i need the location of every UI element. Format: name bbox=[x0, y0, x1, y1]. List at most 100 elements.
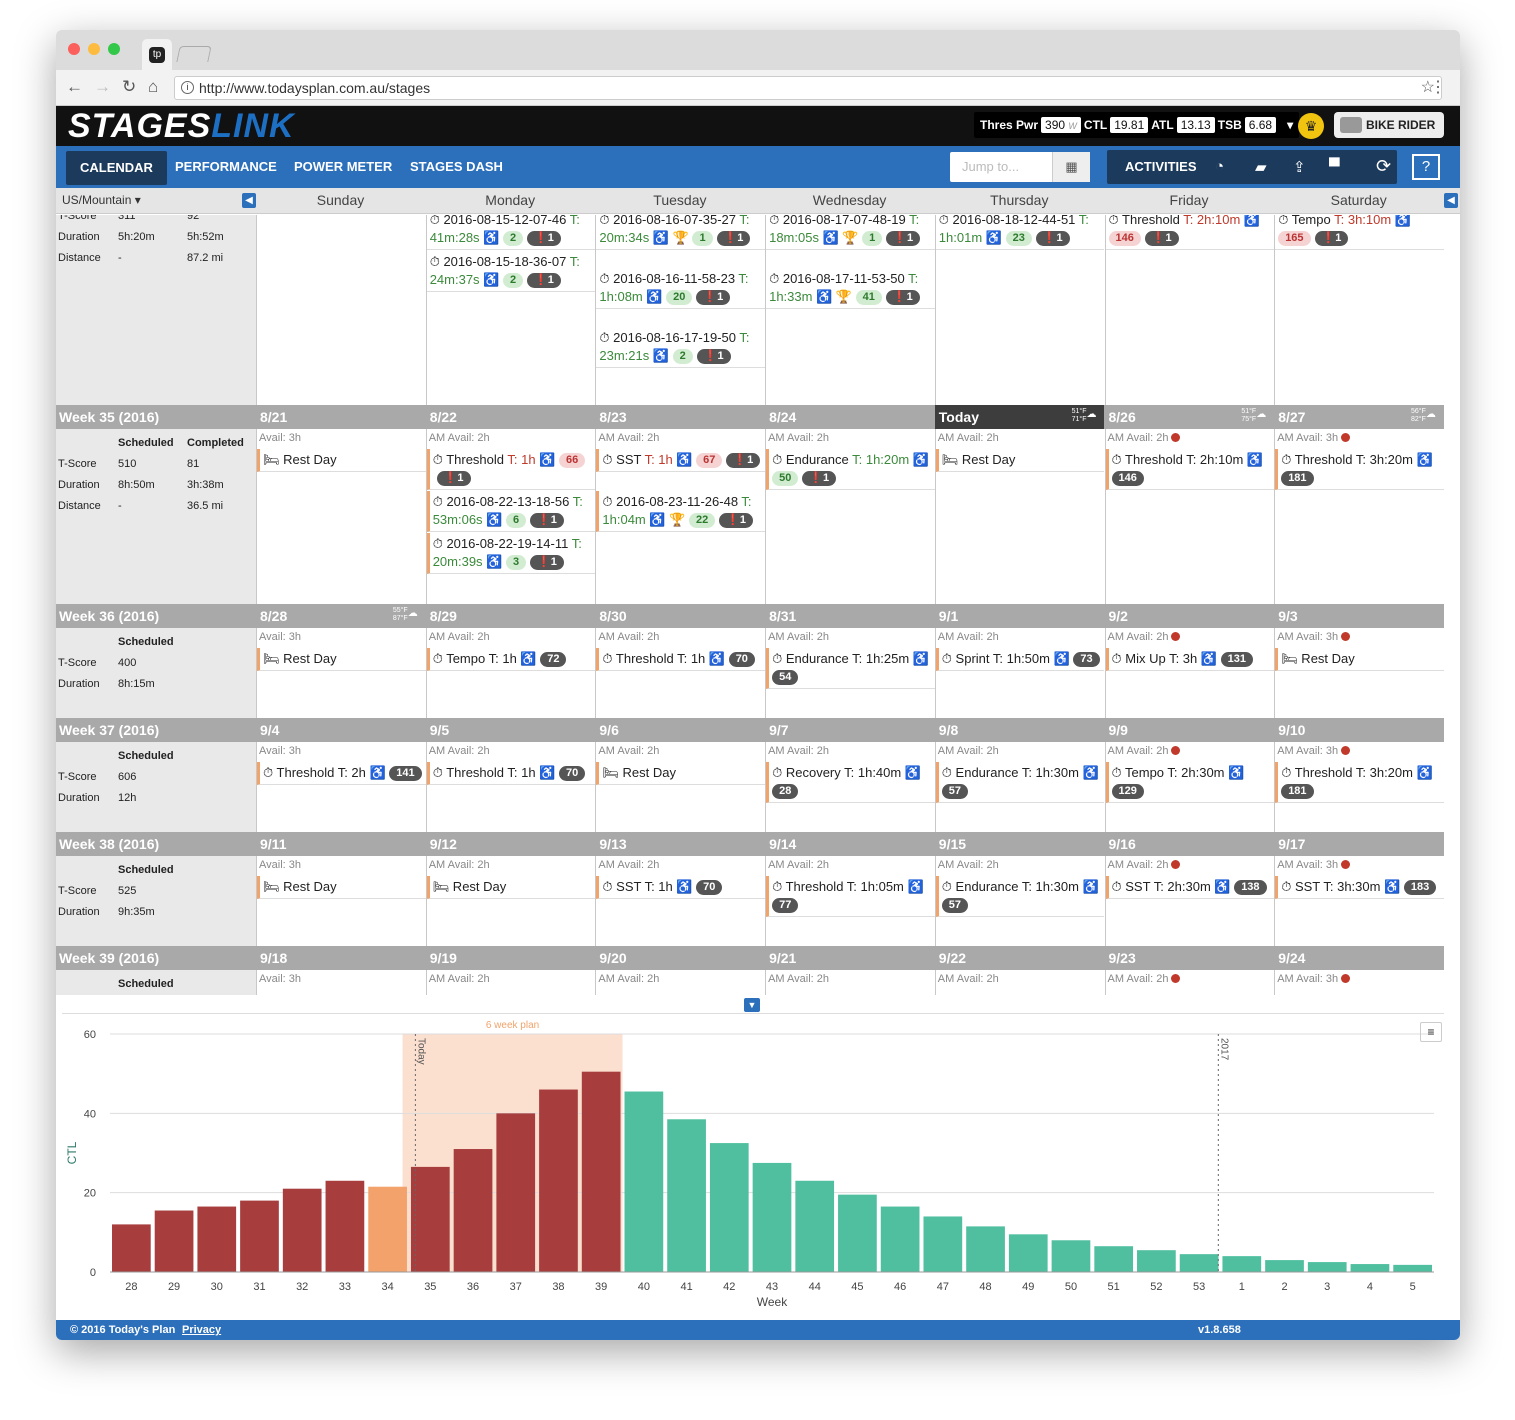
workout-item[interactable]: ⏱ 2016-08-16-07-35-27 T: 20m:34s ♿ 🏆 1 ❗1 bbox=[596, 215, 766, 250]
day-cell[interactable]: Avail: 3h 🛏 Rest Day bbox=[256, 628, 426, 718]
premium-crown-icon[interactable]: ♛ bbox=[1298, 113, 1324, 139]
bookmark-star-icon[interactable]: ☆ bbox=[1420, 79, 1435, 96]
url-field[interactable]: i http://www.todaysplan.com.au/stages ☆ bbox=[174, 76, 1442, 100]
stageslink-logo[interactable]: STAGESLINK bbox=[68, 107, 295, 145]
day-date[interactable]: 9/1 bbox=[938, 608, 959, 624]
day-date[interactable]: 9/5 bbox=[429, 722, 450, 738]
alert-badge[interactable]: ❗1 bbox=[530, 555, 564, 570]
day-cell[interactable]: AM Avail: 2h ⏱ SST T: 1h ♿ 70 bbox=[595, 856, 766, 946]
day-date[interactable]: 9/11 bbox=[260, 836, 287, 852]
alert-badge[interactable]: ❗1 bbox=[1314, 231, 1349, 246]
day-cell[interactable]: AM Avail: 3h 🛏 Rest Day bbox=[1274, 628, 1444, 718]
day-cell[interactable]: ⏱ 2016-08-17-07-48-19 T: 18m:05s ♿ 🏆 1 ❗1… bbox=[765, 215, 935, 405]
workout-item[interactable]: 🛏 Rest Day bbox=[257, 876, 426, 899]
nav-calendar[interactable]: CALENDAR bbox=[66, 151, 167, 185]
gauge-icon[interactable]: ◔ bbox=[1215, 158, 1225, 175]
back-icon[interactable]: ← bbox=[66, 77, 83, 96]
sync-icon[interactable]: ⟳ bbox=[1376, 156, 1392, 176]
day-cell[interactable]: AM Avail: 3h ⏱ Threshold T: 3h:20m ♿ 181 bbox=[1274, 429, 1444, 604]
help-icon[interactable]: ? bbox=[1412, 154, 1440, 180]
timezone-select[interactable]: US/Mountain ▾ bbox=[62, 193, 141, 207]
workout-item[interactable]: ⏱ 2016-08-22-13-18-56 T: 53m:06s ♿ 6 ❗1 bbox=[426, 491, 596, 532]
day-cell[interactable]: AM Avail: 2h ⏱ Sprint T: 1h:50m ♿ 73 bbox=[934, 628, 1105, 718]
workout-item[interactable]: ⏱ Threshold T: 1h ♿ 70 bbox=[426, 762, 596, 785]
day-cell[interactable]: ⏱ 2016-08-18-12-44-51 T: 1h:01m ♿ 23 ❗1 bbox=[934, 215, 1105, 405]
day-cell[interactable]: AM Avail: 2h 🛏 Rest Day bbox=[425, 856, 596, 946]
day-date[interactable]: 9/8 bbox=[938, 722, 959, 738]
day-cell[interactable]: AM Avail: 2h bbox=[425, 970, 596, 995]
workout-item[interactable]: ⏱ Threshold T: 1h:05m ♿ 77 bbox=[766, 876, 935, 917]
day-date[interactable]: 8/28 bbox=[260, 608, 288, 624]
workout-item[interactable]: ⏱ SST T: 2h:30m ♿ 138 bbox=[1105, 876, 1275, 899]
workout-item[interactable]: ⏱ Threshold T: 1h ♿ 70 bbox=[596, 648, 766, 671]
day-cell[interactable]: AM Avail: 2h bbox=[1104, 970, 1275, 995]
day-cell[interactable]: AM Avail: 2h ⏱ Recovery T: 1h:40m ♿ 28 bbox=[765, 742, 935, 832]
day-cell[interactable]: Avail: 3h ⏱ Threshold T: 2h ♿ 141 bbox=[256, 742, 426, 832]
day-cell[interactable]: AM Avail: 2h ⏱ Mix Up T: 3h ♿ 131 bbox=[1104, 628, 1275, 718]
workout-item[interactable]: ⏱ Mix Up T: 3h ♿ 131 bbox=[1105, 648, 1275, 671]
day-cell[interactable]: AM Avail: 2h bbox=[595, 970, 765, 995]
day-date[interactable]: 9/3 bbox=[1278, 608, 1298, 624]
alert-badge[interactable]: ❗1 bbox=[802, 471, 837, 486]
day-cell[interactable]: AM Avail: 2h ⏱ SST T: 1h ♿ 67 ❗1 ⏱ 2016-08-… bbox=[595, 429, 766, 604]
workout-item[interactable]: ⏱ Sprint T: 1h:50m ♿ 73 bbox=[935, 648, 1105, 671]
alert-badge[interactable]: ❗1 bbox=[527, 231, 561, 246]
day-date[interactable]: 8/21 bbox=[260, 409, 288, 425]
day-date[interactable]: 9/15 bbox=[938, 836, 967, 852]
workout-item[interactable]: 🛏 Rest Day bbox=[257, 648, 426, 671]
workout-item[interactable]: 🛏 Rest Day bbox=[596, 762, 766, 785]
day-cell[interactable]: AM Avail: 2h ⏱ Endurance T: 1h:20m ♿ 50 ❗1 bbox=[765, 429, 935, 604]
day-date[interactable]: 8/27 bbox=[1278, 409, 1306, 425]
day-date[interactable]: 9/10 bbox=[1278, 722, 1306, 738]
day-date[interactable]: 9/6 bbox=[599, 722, 619, 738]
day-cell[interactable]: Avail: 3h bbox=[256, 970, 426, 995]
collapse-chart-icon[interactable]: ▼ bbox=[744, 998, 760, 1012]
day-cell[interactable] bbox=[256, 215, 426, 405]
workout-item[interactable]: ⏱ 2016-08-22-19-14-11 T: 20m:39s ♿ 3 ❗1 bbox=[426, 533, 596, 574]
day-cell[interactable]: AM Avail: 2h ⏱ Tempo T: 1h ♿ 72 bbox=[425, 628, 596, 718]
user-menu[interactable]: BIKE RIDER ▾ bbox=[1334, 112, 1444, 158]
workout-item[interactable]: ⏱ Endurance T: 1h:30m ♿ 57 bbox=[935, 762, 1105, 803]
day-date[interactable]: 8/29 bbox=[429, 608, 457, 624]
workout-item[interactable]: ⏱ Endurance T: 1h:25m ♿ 54 bbox=[766, 648, 935, 689]
workout-item[interactable]: ⏱ Threshold T: 3h:20m ♿ 181 bbox=[1275, 762, 1444, 803]
day-cell[interactable]: AM Avail: 2h ⏱ Threshold T: 1h ♿ 66❗1 ⏱ 20… bbox=[425, 429, 596, 604]
alert-badge[interactable]: ❗1 bbox=[527, 273, 561, 288]
workout-item[interactable]: ⏱ Tempo T: 1h ♿ 72 bbox=[426, 648, 596, 671]
prev-arrow-icon[interactable]: ◀ bbox=[242, 193, 256, 208]
day-cell[interactable]: Avail: 3h 🛏 Rest Day bbox=[256, 856, 426, 946]
workout-item[interactable]: 🛏 Rest Day bbox=[935, 449, 1105, 472]
day-date[interactable]: 9/2 bbox=[1108, 608, 1128, 624]
copyright-link[interactable]: © 2016 Today's Plan bbox=[70, 1324, 176, 1336]
day-cell[interactable]: AM Avail: 2h ⏱ Threshold T: 1h ♿ 70 bbox=[425, 742, 596, 832]
next-arrow-icon[interactable]: ◀ bbox=[1444, 193, 1458, 208]
day-date[interactable]: 9/20 bbox=[599, 950, 627, 966]
workout-item[interactable]: ⏱ 2016-08-16-17-19-50 T: 23m:21s ♿ 2 ❗1 bbox=[596, 327, 766, 368]
workout-item[interactable]: ⏱ SST T: 1h ♿ 70 bbox=[596, 876, 766, 899]
day-date[interactable]: 9/22 bbox=[938, 950, 967, 966]
alert-badge[interactable]: ❗1 bbox=[696, 349, 731, 364]
alert-badge[interactable]: ❗1 bbox=[696, 290, 731, 305]
workout-item[interactable]: ⏱ SST T: 3h:30m ♿ 183 bbox=[1275, 876, 1444, 899]
day-cell[interactable]: ⏱ 2016-08-16-07-35-27 T: 20m:34s ♿ 🏆 1 ❗1… bbox=[595, 215, 766, 405]
forward-icon[interactable]: → bbox=[94, 77, 111, 96]
day-date[interactable]: 9/4 bbox=[260, 722, 280, 738]
day-cell[interactable]: ⏱ 2016-08-15-12-07-46 T: 41m:28s ♿ 2 ❗1 ⏱ … bbox=[425, 215, 596, 405]
day-date[interactable]: 9/18 bbox=[260, 950, 288, 966]
zoom-window-icon[interactable] bbox=[108, 43, 120, 55]
browser-menu-icon[interactable]: ⋮ bbox=[1430, 79, 1446, 96]
nav-power-meter[interactable]: POWER METER bbox=[294, 159, 393, 174]
workout-item[interactable]: ⏱ Recovery T: 1h:40m ♿ 28 bbox=[766, 762, 935, 803]
day-cell[interactable]: AM Avail: 2h ⏱ Endurance T: 1h:25m ♿ 54 bbox=[765, 628, 935, 718]
stats-dropdown-icon[interactable]: ▾ bbox=[1287, 118, 1294, 132]
workout-item[interactable]: ⏱ 2016-08-23-11-26-48 T: 1h:04m ♿ 🏆 22 ❗1 bbox=[596, 491, 766, 532]
day-date[interactable]: 9/21 bbox=[769, 950, 797, 966]
minimize-window-icon[interactable] bbox=[88, 43, 100, 55]
day-date[interactable]: 9/19 bbox=[429, 950, 457, 966]
alert-badge[interactable]: ❗1 bbox=[716, 231, 751, 246]
workout-item[interactable]: ⏱ 2016-08-17-07-48-19 T: 18m:05s ♿ 🏆 1 ❗1 bbox=[766, 215, 935, 250]
folder-icon[interactable]: ▰ bbox=[1255, 159, 1267, 176]
alert-badge[interactable]: ❗1 bbox=[530, 513, 564, 528]
workout-item[interactable]: ⏱ Endurance T: 1h:30m ♿ 57 bbox=[935, 876, 1105, 917]
active-tab[interactable]: tp bbox=[142, 39, 172, 70]
